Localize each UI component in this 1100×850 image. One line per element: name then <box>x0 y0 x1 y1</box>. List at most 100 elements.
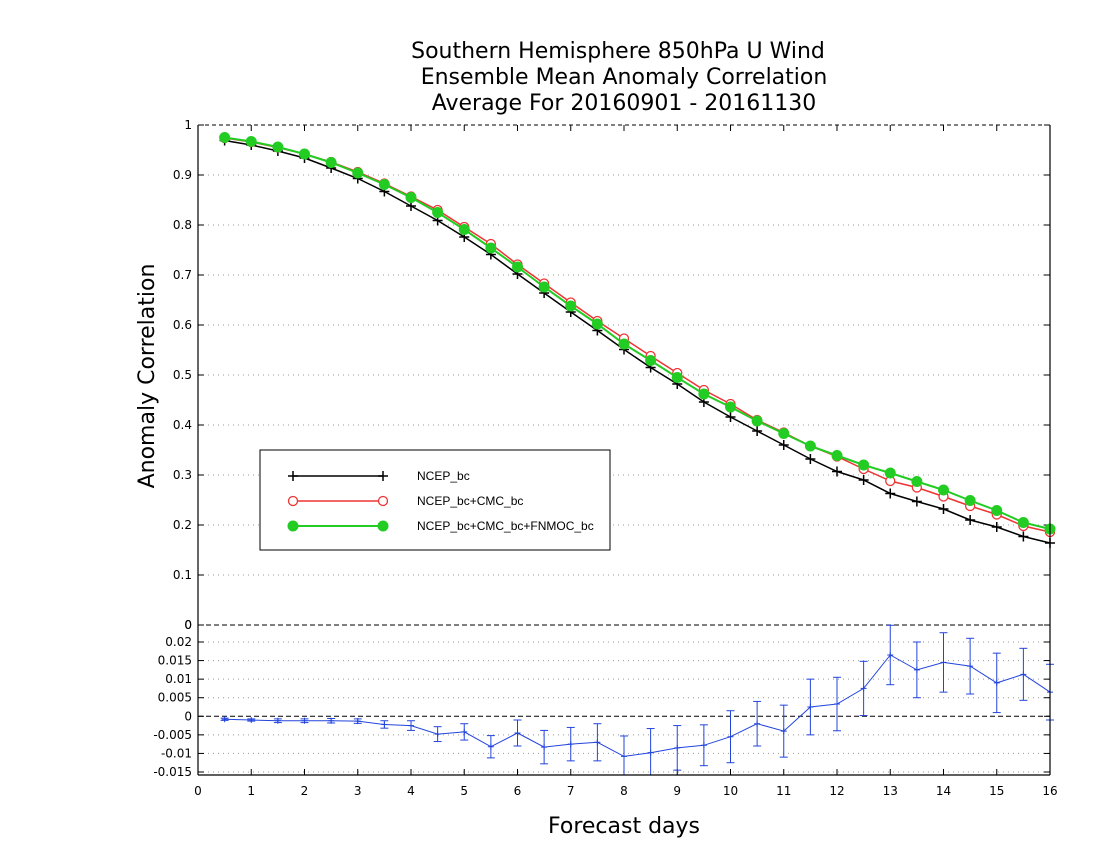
point-ncep-cmc-fnmoc <box>565 300 577 312</box>
point-ncep-cmc-fnmoc <box>751 415 763 427</box>
point-ncep-cmc-fnmoc <box>725 401 736 413</box>
y-axis-label: Anomaly Correlation <box>135 264 160 489</box>
point-ncep-bc <box>778 440 789 450</box>
x-tick-label: 7 <box>567 784 575 798</box>
x-tick-label: 3 <box>354 784 362 798</box>
x-tick-label: 15 <box>989 784 1004 798</box>
point-ncep-bc <box>938 504 949 514</box>
point-ncep-bc <box>965 515 976 525</box>
point-ncep-cmc-fnmoc <box>645 355 657 366</box>
y-tick-label: 0.9 <box>173 168 192 182</box>
x-tick-label: 10 <box>723 784 738 798</box>
point-ncep-bc <box>725 412 736 422</box>
x-tick-label: 16 <box>1042 784 1057 798</box>
point-ncep-bc <box>805 454 816 464</box>
y-tick-label-bottom: -0.005 <box>153 728 192 742</box>
legend-marker <box>378 471 388 481</box>
x-tick-label: 4 <box>407 784 415 798</box>
title-line-1: Southern Hemisphere 850hPa U Wind <box>411 39 825 64</box>
x-tick-label: 9 <box>673 784 681 798</box>
point-ncep-cmc-fnmoc <box>671 372 683 383</box>
chart-title: Southern Hemisphere 850hPa U Wind Ensemb… <box>411 39 827 116</box>
point-ncep-cmc-fnmoc <box>991 505 1003 516</box>
y-tick-label: 0.8 <box>173 218 192 232</box>
difference-line <box>224 654 1051 757</box>
point-ncep-cmc-fnmoc <box>964 495 976 506</box>
y-tick-label-bottom: -0.01 <box>161 746 192 760</box>
title-line-3: Average For 20160901 - 20161130 <box>432 91 817 116</box>
point-ncep-cmc-fnmoc <box>219 132 231 143</box>
y-tick-label-bottom: 0.005 <box>158 691 192 705</box>
legend-box <box>259 449 611 551</box>
point-ncep-cmc-fnmoc <box>538 281 550 293</box>
point-ncep-cmc-fnmoc <box>272 141 284 153</box>
y-tick-label: 0.3 <box>173 468 192 482</box>
point-ncep-cmc-fnmoc <box>352 167 364 179</box>
legend-label: NCEP_bc+CMC_bc+FNMOC_bc <box>417 519 594 533</box>
x-tick-label: 12 <box>829 784 844 798</box>
legend-label: NCEP_bc <box>417 469 470 483</box>
point-ncep-bc <box>832 466 842 477</box>
point-ncep-cmc-fnmoc <box>299 148 310 160</box>
x-tick-label: 1 <box>247 784 255 798</box>
point-ncep-cmc-fnmoc <box>884 467 896 479</box>
y-tick-label: 0.5 <box>173 368 192 382</box>
y-tick-label-bottom: 0.01 <box>165 672 192 686</box>
point-ncep-bc <box>991 522 1002 532</box>
y-tick-label: 0.6 <box>173 318 192 332</box>
top-panel: 0 0.1 0.2 0.3 0.4 0.5 0.6 0.7 0.8 0.9 1 <box>173 118 1056 632</box>
legend-label: NCEP_bc+CMC_bc <box>417 494 523 508</box>
y-tick-label: 0.7 <box>173 268 192 282</box>
x-axis-label: Forecast days <box>548 814 700 839</box>
legend-marker <box>288 471 298 481</box>
point-ncep-bc <box>911 496 922 507</box>
point-ncep-cmc-fnmoc <box>432 207 444 218</box>
point-ncep-cmc-fnmoc <box>378 179 390 190</box>
legend-marker <box>287 495 299 507</box>
y-tick-label-bottom: -0.015 <box>153 765 192 779</box>
title-line-2: Ensemble Mean Anomaly Correlation <box>421 65 828 90</box>
point-ncep-cmc-fnmoc <box>938 484 949 496</box>
y-tick-label-bottom: 0.02 <box>165 635 192 649</box>
point-ncep-cmc-fnmoc <box>245 136 257 147</box>
point-ncep-cmc-fnmoc <box>778 428 790 439</box>
series-line-NCEP_bc <box>224 139 1051 544</box>
point-ncep-cmc-fnmoc <box>831 450 843 461</box>
y-tick-label-bottom: 0.015 <box>158 654 192 668</box>
x-tick-label: 8 <box>620 784 628 798</box>
x-tick-label: 11 <box>776 784 791 798</box>
legend-marker <box>287 520 299 532</box>
point-ncep-cmc-fnmoc <box>512 261 523 273</box>
point-ncep-bc <box>858 475 869 485</box>
y-tick-label: 0.2 <box>173 518 192 532</box>
y-tick-label: 0 <box>184 618 192 632</box>
point-ncep-cmc-fnmoc <box>858 459 870 471</box>
x-tick-label: 0 <box>194 784 202 798</box>
legend-marker <box>377 495 389 507</box>
x-tick-label: 6 <box>514 784 522 798</box>
legend-marker <box>377 520 389 532</box>
y-tick-label: 0.4 <box>173 418 192 432</box>
x-tick-label: 5 <box>460 784 468 798</box>
point-ncep-cmc-fnmoc <box>325 157 337 168</box>
point-ncep-cmc-fnmoc <box>405 192 417 203</box>
point-ncep-cmc-fnmoc <box>618 338 630 350</box>
point-ncep-cmc-fnmoc <box>1017 517 1029 528</box>
y-tick-label-bottom: 0 <box>184 618 192 632</box>
x-tick-label: 14 <box>936 784 951 798</box>
y-tick-label-bottom: 0 <box>184 709 192 723</box>
x-tick-label: 13 <box>883 784 898 798</box>
y-tick-label: 0.1 <box>173 568 192 582</box>
legend: NCEP_bc NCEP_bc+CMC_bc NCEP_bc+CMC_bc+FNMO… <box>259 449 611 551</box>
y-tick-label: 1 <box>184 118 192 132</box>
point-ncep-bc <box>752 426 763 436</box>
x-tick-label: 2 <box>301 784 309 798</box>
point-ncep-cmc-fnmoc <box>458 224 470 235</box>
point-ncep-cmc-fnmoc <box>804 440 816 452</box>
point-ncep-bc <box>1018 531 1029 542</box>
point-ncep-cmc-fnmoc <box>698 388 710 400</box>
point-ncep-cmc-fnmoc <box>911 476 923 487</box>
point-ncep-bc <box>885 488 896 499</box>
